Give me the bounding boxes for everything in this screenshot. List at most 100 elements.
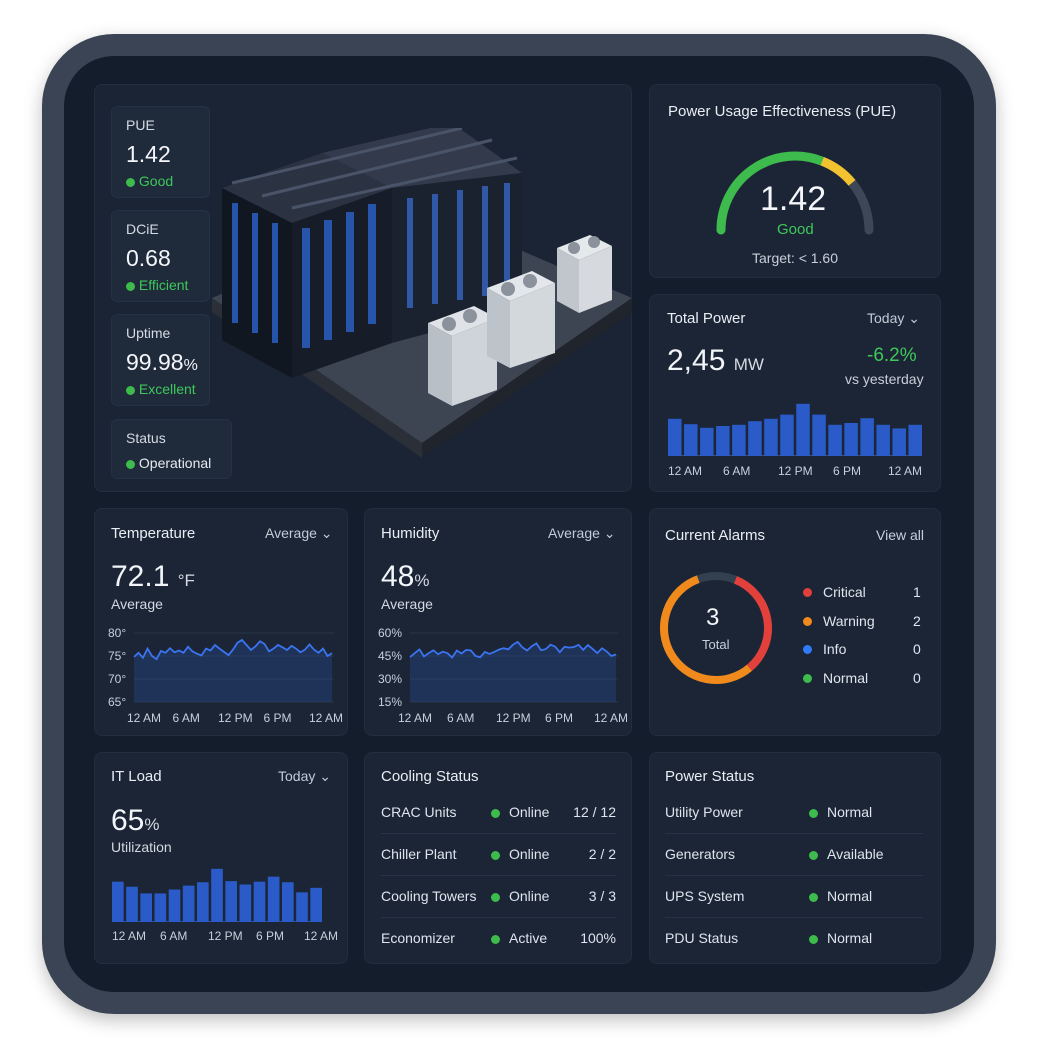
legend-dot: [803, 673, 812, 683]
chart-bar: [126, 886, 138, 922]
it-load-title: IT Load: [111, 768, 162, 785]
stat-status: Excellent: [138, 381, 196, 397]
total-power-card: [649, 294, 941, 492]
chart-bar: [700, 427, 714, 456]
status-dot: [809, 934, 818, 944]
pue-target: Target: < 1.60: [752, 250, 839, 266]
x-tick-label: 6 AM: [447, 711, 475, 725]
pue-gauge-value: 1.42: [760, 180, 827, 218]
chart-bar: [764, 418, 778, 456]
x-tick-label: 12 AM: [309, 711, 344, 725]
status-text: Available: [827, 846, 884, 862]
it-load-period-dropdown[interactable]: Today ⌄: [278, 768, 331, 785]
temperature-value: 72.1: [111, 560, 170, 593]
status-row-name: Economizer: [381, 930, 455, 946]
power-status-title: Power Status: [665, 768, 755, 785]
chart-bar: [684, 424, 698, 456]
status-dot: [491, 808, 500, 818]
temperature-period-dropdown[interactable]: Average ⌄: [265, 525, 333, 542]
x-tick-label: 6 AM: [160, 929, 188, 943]
y-tick-label: 75°: [108, 649, 126, 663]
status-row-name: PDU Status: [665, 930, 739, 946]
x-tick-label: 12 PM: [218, 711, 253, 725]
status-row-value: 100%: [580, 930, 616, 946]
x-tick-label: 6 AM: [723, 464, 751, 478]
dropdown-label: Average: [265, 525, 317, 541]
x-tick-label: 6 PM: [256, 929, 285, 943]
x-tick-label: 12 AM: [668, 464, 703, 478]
chart-bar: [748, 421, 762, 456]
status-dot: [126, 385, 135, 395]
pue-card: [649, 84, 941, 278]
humidity-sub: Average: [381, 596, 433, 612]
chart-bar: [296, 892, 308, 922]
status-row-state: Normal: [809, 930, 872, 946]
chart-bar: [732, 424, 746, 456]
dropdown-label: Today: [867, 310, 905, 326]
row-divider: [381, 917, 616, 918]
status-row-state: Active: [491, 930, 547, 946]
gauge-fill-good: [716, 151, 827, 235]
dcie-stat-tile: DCiE 0.68 Efficient: [111, 210, 210, 302]
humidity-period-dropdown[interactable]: Average ⌄: [548, 525, 616, 542]
status-row: Cooling Towers Online 3 / 3: [381, 876, 616, 918]
uptime-stat-tile: Uptime 99.98% Excellent: [111, 314, 210, 406]
chart-bar: [828, 424, 842, 456]
x-tick-label: 12 PM: [778, 464, 813, 478]
donut-segment-warning: [660, 575, 752, 684]
total-power-value: 2,45: [667, 344, 726, 377]
legend-dot: [803, 645, 812, 654]
status-row: Economizer Active 100%: [381, 918, 616, 960]
total-power-change-label: vs yesterday: [845, 371, 924, 387]
alarms-title: Current Alarms: [665, 527, 766, 544]
chart-bar: [239, 884, 252, 922]
it-load-sub: Utilization: [111, 839, 172, 855]
status-row-name: Chiller Plant: [381, 846, 457, 862]
status-row-state: Normal: [809, 888, 872, 904]
view-all-link[interactable]: View all: [876, 527, 924, 543]
status-row: Chiller Plant Online 2 / 2: [381, 834, 616, 876]
line-series: [409, 640, 617, 659]
row-divider: [665, 917, 923, 918]
humidity-line-chart: 60% 45% 30% 15%: [378, 626, 618, 709]
stat-status: Good: [138, 173, 174, 189]
row-divider: [381, 875, 616, 876]
status-dot: [126, 177, 135, 187]
temperature-card: [94, 508, 348, 736]
line-area: [134, 639, 332, 702]
status-text: Normal: [827, 930, 873, 946]
chart-bar: [812, 414, 826, 456]
x-tick-label: 12 AM: [888, 464, 923, 478]
y-tick-label: 65°: [108, 695, 126, 709]
y-tick-label: 45%: [378, 649, 402, 663]
temperature-sub: Average: [111, 596, 163, 612]
legend-label: Critical: [823, 584, 866, 600]
it-load-value: 65: [111, 804, 145, 837]
status-row-name: Utility Power: [665, 804, 743, 820]
status-dot: [809, 892, 818, 902]
status-row-name: UPS System: [665, 888, 745, 904]
stat-status: Operational: [138, 455, 212, 471]
status-row-value: 2 / 2: [588, 846, 616, 862]
status-dot: [491, 934, 500, 944]
chart-bar: [211, 868, 223, 922]
temperature-line-chart: 80° 75° 70° 65°: [108, 626, 334, 709]
pue-gauge-status: Good: [777, 221, 814, 238]
chart-bar: [716, 426, 730, 456]
y-tick-label: 60%: [378, 626, 402, 640]
legend-dot: [803, 588, 812, 597]
chart-bar: [844, 423, 858, 456]
y-tick-label: 70°: [108, 672, 126, 686]
status-text: Online: [509, 846, 550, 862]
cooling-status-title: Cooling Status: [381, 768, 479, 785]
y-tick-label: 30%: [378, 672, 402, 686]
chart-bar: [267, 876, 280, 922]
pue-gauge: [716, 151, 874, 235]
chart-bar: [182, 885, 195, 922]
row-divider: [665, 833, 923, 834]
temperature-title: Temperature: [111, 525, 196, 542]
chevron-down-icon: ⌄: [320, 525, 333, 541]
stat-value: 99.98: [126, 349, 184, 375]
power-status-card: [649, 752, 941, 964]
total-power-period-dropdown[interactable]: Today ⌄: [867, 310, 920, 327]
